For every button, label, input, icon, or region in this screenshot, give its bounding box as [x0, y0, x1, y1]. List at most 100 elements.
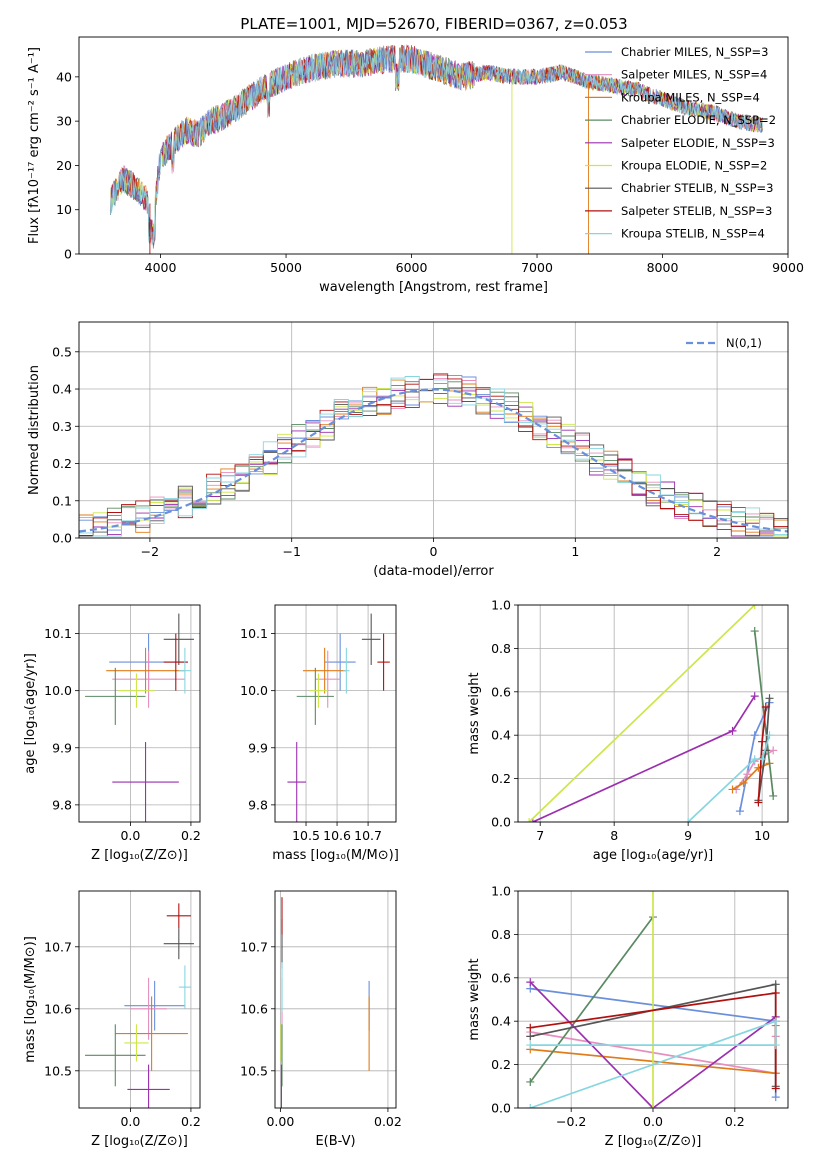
y-tick-label: 0.0: [491, 815, 511, 830]
y-tick-label: 0.4: [491, 1014, 511, 1029]
x-tick-label: 0.02: [374, 1114, 402, 1129]
y-tick-label: 1.0: [491, 598, 511, 613]
x-tick-label: 1: [571, 544, 579, 559]
x-tick-label: 2: [713, 544, 721, 559]
y-axis-label: Flux [fλ10⁻¹⁷ erg cm⁻² s⁻¹ A⁻¹]: [27, 47, 42, 244]
x-tick-label: 9000: [772, 260, 804, 275]
x-tick-label: 8000: [647, 260, 679, 275]
x-axis-label: (data-model)/error: [373, 564, 494, 579]
weight-marker: [754, 798, 763, 807]
y-tick-label: 0.4: [491, 728, 511, 743]
x-tick-label: 4000: [145, 260, 177, 275]
weight-series-3: [753, 630, 775, 797]
weight-series-5: [528, 605, 756, 822]
y-axis-label: mass weight: [467, 672, 482, 754]
weight-vs-age-panel: 7 8 9 10 0.0 0.2 0.4 0.6 0.8 1.0 age [log₁₀(age/yr…: [467, 598, 789, 863]
histogram-steps: [79, 372, 788, 537]
axes-frame: [274, 890, 397, 1109]
residual-histogram-panel: −2 −1 0 1 2 0.0 0.1 0.2 0.3 0.4 0.5 (data-model)/er…: [27, 321, 789, 579]
errorbars: [287, 613, 390, 822]
errorbars: [280, 897, 370, 1108]
y-axis-label: age [log₁₀(age/yr)]: [23, 653, 38, 774]
y-tick-label: 10.0: [44, 683, 72, 698]
weight-marker: [739, 778, 748, 787]
weight-marker: [771, 1041, 780, 1050]
x-tick-label: 10.5: [292, 828, 320, 843]
weight-marker: [526, 1077, 535, 1086]
axes-frame: [78, 604, 201, 823]
legend-entry: N(0,1): [726, 336, 762, 350]
x-axis-label: age [log₁₀(age/yr)]: [593, 848, 714, 863]
legend-entry: Kroupa MILES, N_SSP=4: [621, 90, 760, 104]
y-tick-label: 9.8: [248, 797, 268, 812]
weight-marker: [684, 818, 693, 822]
y-tick-label: 9.9: [248, 740, 268, 755]
weight-series-4: [532, 695, 756, 822]
y-tick-label: 10.6: [240, 1001, 268, 1016]
spectrum-panel: 4000 5000 6000 7000 8000 9000 0 10 20 30 40 wavelen…: [27, 36, 804, 295]
spectrum-series-8: [110, 47, 763, 245]
x-tick-label: 10.6: [323, 828, 351, 843]
y-tick-label: 1.0: [491, 884, 511, 899]
legend-entry: Chabrier MILES, N_SSP=3: [621, 45, 768, 59]
x-axis-label: mass [log₁₀(M/M⊙)]: [272, 848, 399, 863]
normal-curve: [79, 388, 788, 533]
weight-marker: [771, 1093, 780, 1102]
y-axis-label: mass weight: [467, 958, 482, 1040]
x-tick-label: 10: [754, 828, 770, 843]
legend-entry: Salpeter ELODIE, N_SSP=3: [621, 136, 775, 150]
y-axis-label: mass [log₁₀(M/M⊙)]: [23, 936, 38, 1063]
errorbars: [85, 613, 194, 822]
legend-entry: Kroupa ELODIE, N_SSP=2: [621, 159, 767, 173]
weight-marker: [771, 1084, 780, 1093]
axes-frame: [78, 36, 789, 255]
weight-marker: [526, 1041, 535, 1050]
weight-marker: [750, 755, 759, 764]
y-tick-label: 0.8: [491, 927, 511, 942]
y-tick-label: 10.7: [44, 939, 72, 954]
x-axis-label: Z [log₁₀(Z/Z⊙)]: [91, 1134, 188, 1149]
weight-marker: [758, 737, 767, 746]
mass-vs-ebv-panel: 0.00 0.02 10.5 10.6 10.7 E(B-V): [240, 890, 402, 1149]
mass-vs-metallicity-panel: 0.0 0.2 10.5 10.6 10.7 Z [log₁₀(Z/Z⊙)] mass [l…: [23, 890, 201, 1149]
x-tick-label: 7: [536, 828, 544, 843]
weight-marker: [761, 702, 770, 711]
weight-marker: [526, 978, 535, 987]
weight-marker: [769, 746, 778, 755]
axes-frame: [78, 321, 789, 539]
weight-series-3: [529, 916, 654, 1083]
weight-marker: [771, 1017, 780, 1026]
legend-entry: Chabrier ELODIE, N_SSP=2: [621, 113, 776, 127]
y-tick-label: 0.6: [491, 970, 511, 985]
age-vs-mass-panel: 10.5 10.6 10.7 9.8 9.9 10.0 10.1 mass [log₁₀(M/…: [240, 604, 399, 863]
histogram-series-6: [79, 387, 788, 537]
x-tick-label: 0.0: [120, 1114, 140, 1129]
weight-marker: [769, 791, 778, 800]
weight-marker: [771, 980, 780, 989]
y-tick-label: 0.8: [491, 641, 511, 656]
x-tick-label: 0.0: [643, 1114, 663, 1129]
y-tick-label: 9.9: [52, 740, 72, 755]
y-tick-label: 10.1: [240, 626, 268, 641]
x-tick-label: 0.0: [120, 828, 140, 843]
y-tick-label: 0.2: [491, 771, 511, 786]
legend-entry: Kroupa STELIB, N_SSP=4: [621, 227, 765, 241]
axes-frame: [78, 890, 201, 1109]
weight-vs-metallicity-panel: −0.2 0.0 0.2 0.0 0.2 0.4 0.6 0.8 1.0 Z [log₁₀(Z/Z…: [467, 884, 789, 1149]
y-tick-label: 10.0: [240, 683, 268, 698]
x-tick-label: 5000: [270, 260, 302, 275]
weight-marker: [735, 807, 744, 816]
weight-lines: [526, 891, 780, 1108]
x-tick-label: 6000: [396, 260, 428, 275]
weight-marker: [750, 731, 759, 740]
x-axis-label: E(B-V): [315, 1134, 355, 1149]
x-axis-label: wavelength [Angstrom, rest frame]: [319, 280, 548, 295]
y-tick-label: 10.5: [44, 1063, 72, 1078]
weight-marker: [526, 1023, 535, 1032]
x-tick-label: 7000: [521, 260, 553, 275]
legend-entry: Chabrier STELIB, N_SSP=3: [621, 181, 773, 195]
weight-marker: [771, 988, 780, 997]
legend-entry: Salpeter STELIB, N_SSP=3: [621, 204, 772, 218]
x-tick-label: 0.2: [725, 1114, 745, 1129]
